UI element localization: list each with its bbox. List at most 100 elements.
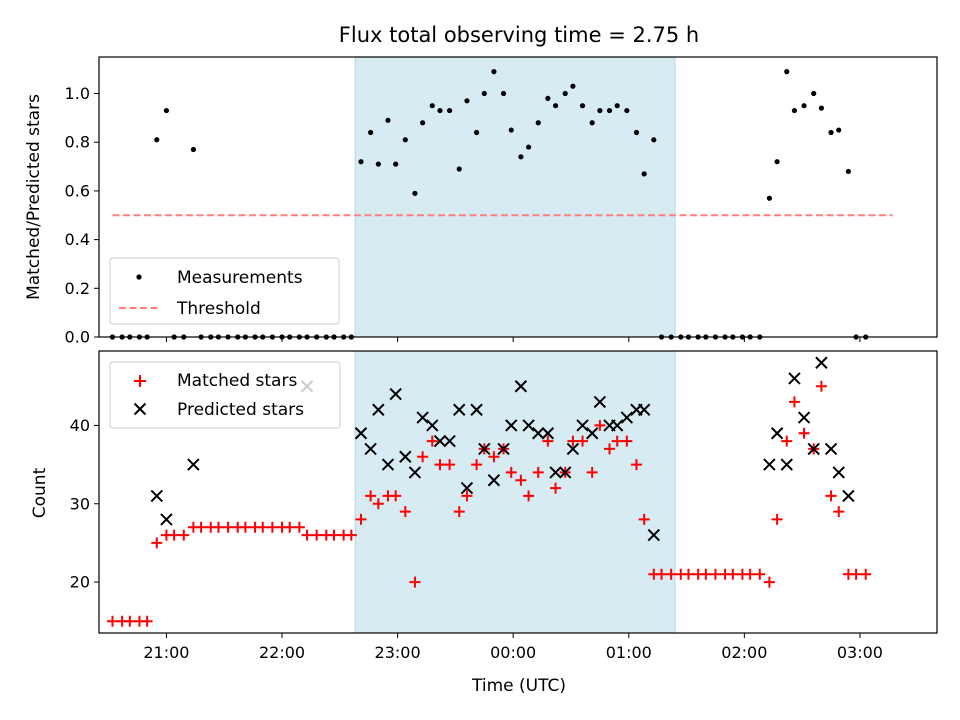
measurement-point: [784, 69, 790, 75]
predicted-star-point: [416, 411, 429, 424]
matched-star-point: [212, 521, 224, 533]
measurement-point: [420, 120, 426, 126]
predicted-star-point: [541, 427, 555, 440]
matched-star-point: [665, 568, 677, 580]
predicted-star-point: [611, 419, 624, 432]
bottom-y-tick-label: 20: [70, 573, 90, 592]
predicted-star-point: [354, 427, 368, 440]
matched-star-point: [409, 576, 421, 588]
measurement-point: [535, 120, 541, 126]
measurement-point: [154, 137, 160, 143]
measurement-point: [766, 195, 773, 201]
measurement-point: [447, 107, 453, 114]
chart-title: Flux total observing time = 2.75 h: [339, 23, 699, 47]
matched-star-point: [709, 568, 721, 580]
predicted-star-point: [514, 380, 528, 393]
measurement-point: [597, 107, 603, 114]
matched-star-point: [744, 568, 756, 580]
matched-star-point: [515, 474, 527, 486]
matched-star-point: [141, 615, 153, 627]
measurement-point: [190, 146, 196, 153]
matched-star-point: [833, 506, 845, 518]
predicted-star-point: [505, 419, 518, 432]
matched-star-point: [284, 521, 296, 533]
predicted-star-point: [585, 427, 599, 440]
bottom-axes-frame: [98, 350, 938, 634]
predicted-star-point: [797, 411, 811, 424]
predicted-star-point: [381, 458, 395, 471]
matched-star-point: [542, 435, 554, 447]
predicted-star-point: [566, 442, 580, 456]
x-tick-label: 22:00: [259, 643, 305, 662]
matched-star-point: [781, 435, 793, 447]
top-y-tick-label: 0.0: [65, 328, 90, 347]
legend-predicted-marker: [133, 402, 147, 416]
predicted-star-point: [620, 411, 634, 424]
predicted-star-point: [832, 466, 845, 479]
measurement-point: [358, 159, 364, 165]
measurement-point: [525, 144, 532, 150]
top-y-axis-title: Matched/Predicted stars: [24, 94, 44, 300]
top-legend-box: [109, 257, 340, 325]
predicted-star-point: [443, 434, 456, 448]
predicted-star-point: [399, 450, 412, 463]
matched-star-point: [611, 435, 623, 447]
matched-star-point: [168, 529, 180, 541]
measurement-point: [402, 137, 408, 143]
top-y-tick-label: 0.8: [65, 133, 90, 152]
matched-star-point: [656, 568, 668, 580]
matched-star-point: [798, 427, 810, 439]
top-y-tick-label: 1.0: [65, 84, 90, 103]
matched-star-point: [372, 498, 384, 510]
measurement-point: [624, 107, 630, 114]
matched-star-point: [151, 537, 163, 549]
predicted-star-point: [637, 403, 651, 416]
x-tick-label: 01:00: [606, 643, 652, 662]
bottom-legend-box: [109, 361, 341, 429]
legend-matched-label: Matched stars: [177, 371, 297, 391]
top-highlight-span: [354, 56, 676, 338]
measurement-point: [791, 107, 798, 114]
legend-matched-marker: [134, 375, 146, 387]
measurement-point: [552, 103, 559, 109]
predicted-star-point: [788, 372, 801, 385]
measurement-point: [606, 107, 613, 114]
matched-star-point: [453, 506, 465, 518]
matched-star-point: [257, 521, 269, 533]
predicted-star-point: [478, 442, 491, 456]
matched-star-point: [355, 513, 367, 525]
matched-star-point: [293, 521, 305, 533]
top-panel: 0.0 0.2 0.4 0.6 0.8 1.0: [65, 56, 938, 347]
matched-star-point: [532, 466, 544, 478]
matched-star-point: [266, 521, 278, 533]
measurement-point: [828, 129, 834, 136]
matched-star-point: [771, 513, 783, 525]
matched-star-point: [815, 380, 827, 392]
matched-star-point: [638, 513, 650, 525]
predicted-star-point: [408, 466, 422, 479]
predicted-star-point: [150, 489, 164, 503]
matched-star-point: [311, 529, 323, 541]
measurement-point: [473, 129, 480, 136]
measurement-point: [500, 90, 507, 97]
measurement-point: [368, 129, 374, 136]
matched-star-point: [682, 568, 694, 580]
matched-star-point: [505, 466, 517, 478]
top-y-tick-label: 0.4: [65, 230, 90, 249]
bottom-y-tick-label: 40: [70, 416, 90, 435]
predicted-star-point: [160, 513, 173, 526]
measurement-point: [456, 166, 462, 172]
matched-star-point: [860, 568, 872, 580]
matched-star-point: [586, 466, 598, 478]
predicted-star-point: [433, 434, 447, 448]
top-legend: Measurements Threshold: [109, 257, 340, 325]
bottom-y-tick-label: 30: [70, 494, 90, 513]
predicted-star-point: [558, 466, 572, 479]
matched-star-point: [106, 615, 118, 627]
measurement-point: [163, 107, 170, 114]
matched-star-point: [604, 443, 616, 455]
predicted-star-point: [487, 474, 501, 487]
matched-star-point: [345, 529, 357, 541]
matched-star-point: [523, 490, 535, 502]
